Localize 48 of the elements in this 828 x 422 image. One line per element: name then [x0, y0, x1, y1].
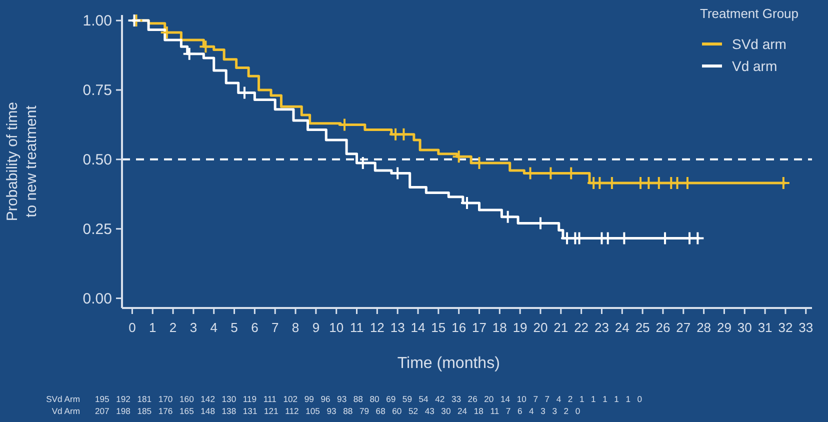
x-tick-label: 26 — [656, 320, 670, 335]
x-tick-label: 6 — [251, 320, 258, 335]
x-tick-label: 33 — [798, 320, 814, 335]
x-tick-label: 4 — [210, 320, 218, 335]
text: Vd Arm — [52, 406, 80, 416]
x-tick-label: 24 — [614, 320, 630, 335]
legend-label: Vd arm — [732, 58, 778, 74]
x-tick-label: 3 — [190, 320, 198, 335]
y-tick-label: 1.00 — [82, 12, 112, 30]
x-tick-label: 8 — [292, 320, 300, 335]
x-tick-label: 5 — [230, 320, 238, 335]
x-tick-label: 10 — [329, 320, 344, 335]
y-axis-title: Probability of time to new treatment — [4, 102, 40, 222]
text: SVd Arm — [46, 394, 80, 404]
x-tick-label: 17 — [472, 320, 486, 335]
x-tick-label: 28 — [696, 320, 712, 335]
x-tick-label: 19 — [512, 320, 528, 335]
text: 207 198 185 176 165 148 138 131 121 112 105 93 88 79 68 60 52 43 30 24 18 11 7 6 4 3 3 2 0 — [95, 406, 580, 416]
x-tick-label: 21 — [554, 320, 568, 335]
x-tick-label: 27 — [676, 320, 691, 335]
x-tick-label: 22 — [574, 320, 589, 335]
x-tick-label: 1 — [149, 320, 156, 335]
x-tick-label: 16 — [452, 320, 466, 335]
y-tick-label: 0.50 — [82, 151, 112, 168]
x-tick-label: 12 — [370, 320, 384, 335]
x-tick-label: 0 — [128, 320, 136, 335]
legend-title: Treatment Group — [700, 6, 799, 21]
x-tick-label: 2 — [169, 320, 177, 335]
x-tick-label: 25 — [635, 320, 650, 335]
y-tick-label: 0.75 — [82, 82, 112, 99]
y-tick-label: 0.00 — [82, 290, 112, 308]
x-tick-label: 15 — [431, 320, 446, 335]
x-tick-label: 7 — [271, 320, 279, 335]
x-tick-label: 18 — [492, 320, 507, 335]
x-tick-label: 11 — [350, 320, 364, 335]
x-tick-label: 14 — [410, 320, 426, 335]
x-tick-label: 32 — [778, 320, 793, 335]
text: 195 192 181 170 160 142 130 119 111 102 99 96 93 88 80 69 59 54 42 33 26 20 14 10 7 7 4 2 1 1 1 1 1 0 — [95, 394, 642, 404]
x-tick-label: 29 — [716, 320, 732, 335]
x-tick-label: 20 — [533, 320, 548, 335]
y-tick-label: 0.25 — [82, 220, 112, 238]
x-axis-title: Time (months) — [397, 355, 500, 372]
x-tick-label: 13 — [390, 320, 405, 335]
x-tick-label: 30 — [737, 320, 752, 335]
x-tick-label: 23 — [594, 320, 609, 335]
x-tick-label: 9 — [312, 320, 320, 335]
x-tick-label: 31 — [758, 320, 772, 335]
legend-label: SVd arm — [732, 36, 786, 52]
